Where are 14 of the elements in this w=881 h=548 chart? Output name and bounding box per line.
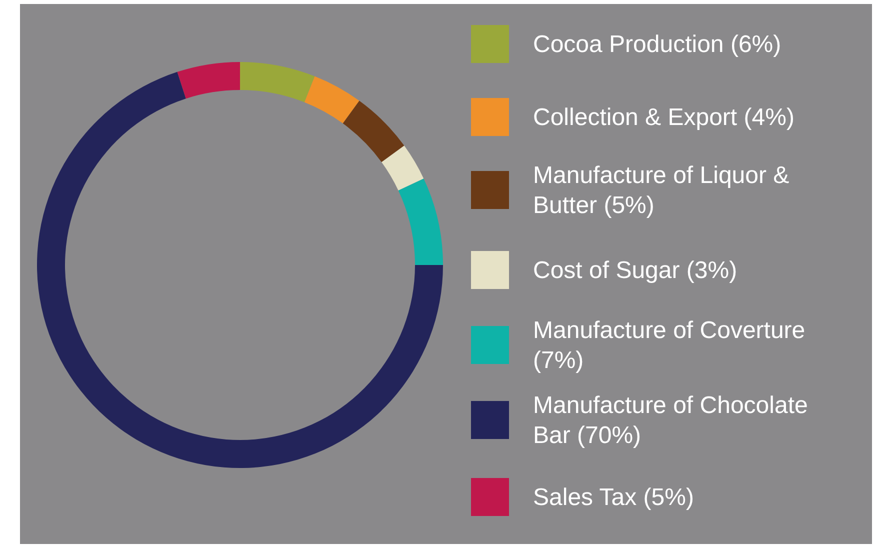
donut-slice [177, 62, 240, 99]
donut-slice [304, 76, 360, 124]
legend-label: Manufacture of Liquor & Butter (5%) [533, 162, 790, 218]
legend-label: Manufacture of Chocolate Bar (70%) [533, 392, 808, 448]
legend-label: Collection & Export (4%) [533, 104, 794, 130]
legend-label: Sales Tax (5%) [533, 484, 694, 510]
donut-slice [398, 178, 443, 265]
donut-slice [240, 62, 315, 102]
legend-label: Manufacture of Coverture (7%) [533, 316, 806, 374]
donut-slice [342, 100, 404, 162]
donut-slice [37, 72, 443, 468]
donut-slice [382, 146, 424, 190]
legend-label: Cocoa Production (6%) [533, 30, 782, 58]
legend-label: Cost of Sugar (3%) [533, 256, 738, 284]
